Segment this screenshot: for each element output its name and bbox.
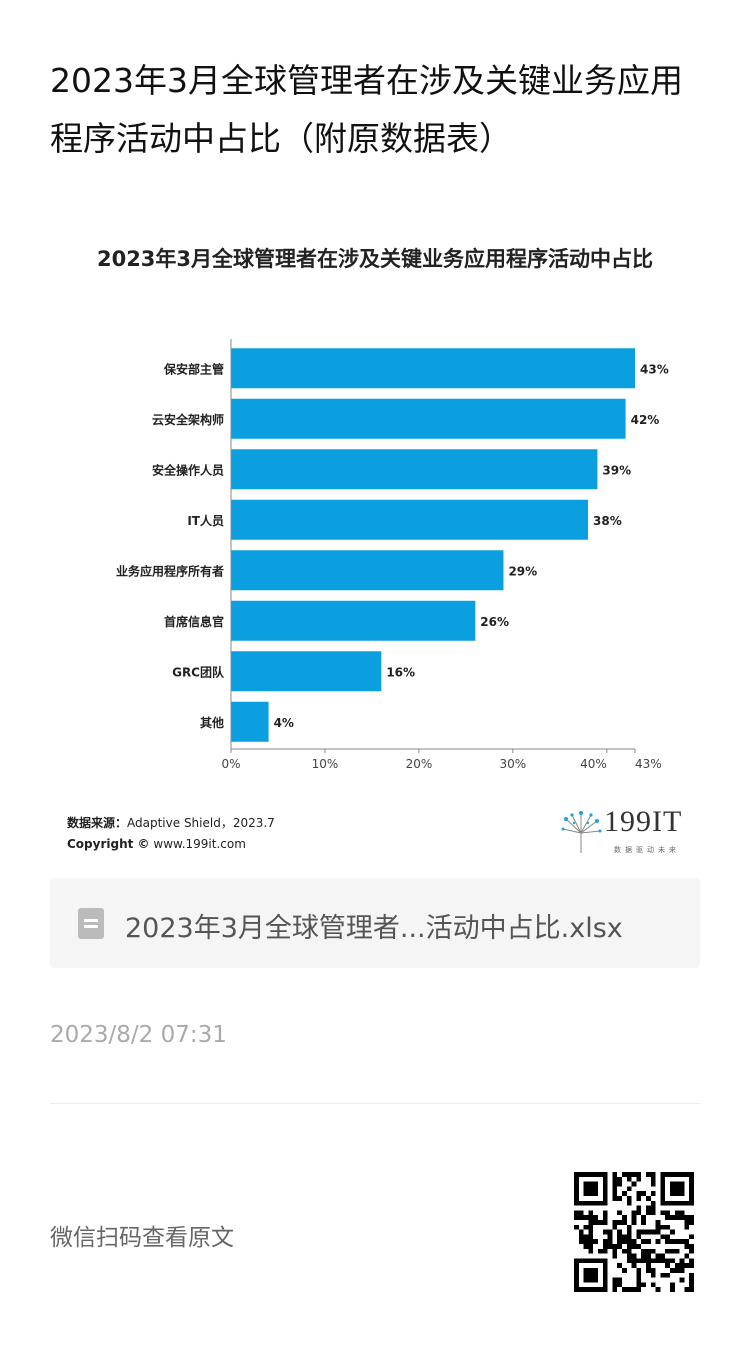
attachment-filename: 2023年3月全球管理者...活动中占比.xlsx [125,913,623,944]
bar [231,651,382,692]
logo-dandelion-icon [561,811,602,853]
chart-title: 2023年3月全球管理者在涉及关键业务应用程序活动中占比 [96,247,654,271]
bar [231,449,598,490]
category-label: 安全操作人员 [152,462,224,477]
attachment-file[interactable]: 2023年3月全球管理者...活动中占比.xlsx [50,878,700,968]
bar [231,550,504,591]
source-block: 数据来源：Adaptive Shield，2023.7 Copyright © … [67,813,275,855]
source-label: 数据来源： [67,816,128,830]
x-tick-label: 43% [635,757,662,771]
bar [231,499,589,540]
chart-card: 2023年3月全球管理者在涉及关键业务应用程序活动中占比 保安部主管 43% 云安全… [50,225,700,865]
bar [231,398,626,439]
x-tick-label: 0% [221,757,240,771]
logo-text: 199IT [604,805,683,838]
category-label: IT人员 [187,513,224,528]
bar [231,348,635,389]
scan-to-view-text: 微信扫码查看原文 [50,1225,234,1251]
category-label: 其他 [200,715,224,730]
data-label: 16% [386,665,415,679]
category-label: 首席信息官 [164,614,224,629]
spreadsheet-file-icon [78,908,104,939]
article-title: 2023年3月全球管理者在涉及关键业务应用程序活动中占比（附原数据表） [50,61,683,158]
x-tick-label: 20% [406,757,433,771]
category-label: 云安全架构师 [152,412,224,427]
bar [231,701,269,742]
data-label: 26% [480,615,509,629]
qr-code-icon[interactable] [574,1172,694,1292]
data-label: 43% [640,362,669,376]
divider [50,1103,700,1104]
data-label: 42% [631,413,660,427]
publish-timestamp: 2023/8/2 07:31 [50,1022,227,1048]
copyright-label: Copyright © [67,837,150,851]
copyright-text: www.199it.com [153,837,246,851]
category-label: GRC团队 [172,664,225,679]
x-tick-label: 40% [580,757,607,771]
data-label: 4% [274,716,294,730]
data-label: 39% [602,463,631,477]
x-tick-label: 30% [500,757,527,771]
source-text: Adaptive Shield，2023.7 [127,816,275,830]
category-label: 保安部主管 [163,361,224,376]
bar-chart: 保安部主管 43% 云安全架构师 42% 安全操作人员 39% IT人员 38% 业务应用程序所… [116,339,669,771]
data-label: 38% [593,514,622,528]
logo-tagline: 数据驱动未来 [614,846,680,854]
x-tick-label: 10% [312,757,339,771]
199it-logo: 199IT 数据驱动未来 [558,805,698,857]
category-label: 业务应用程序所有者 [116,563,224,578]
bar [231,600,476,641]
data-label: 29% [508,564,537,578]
